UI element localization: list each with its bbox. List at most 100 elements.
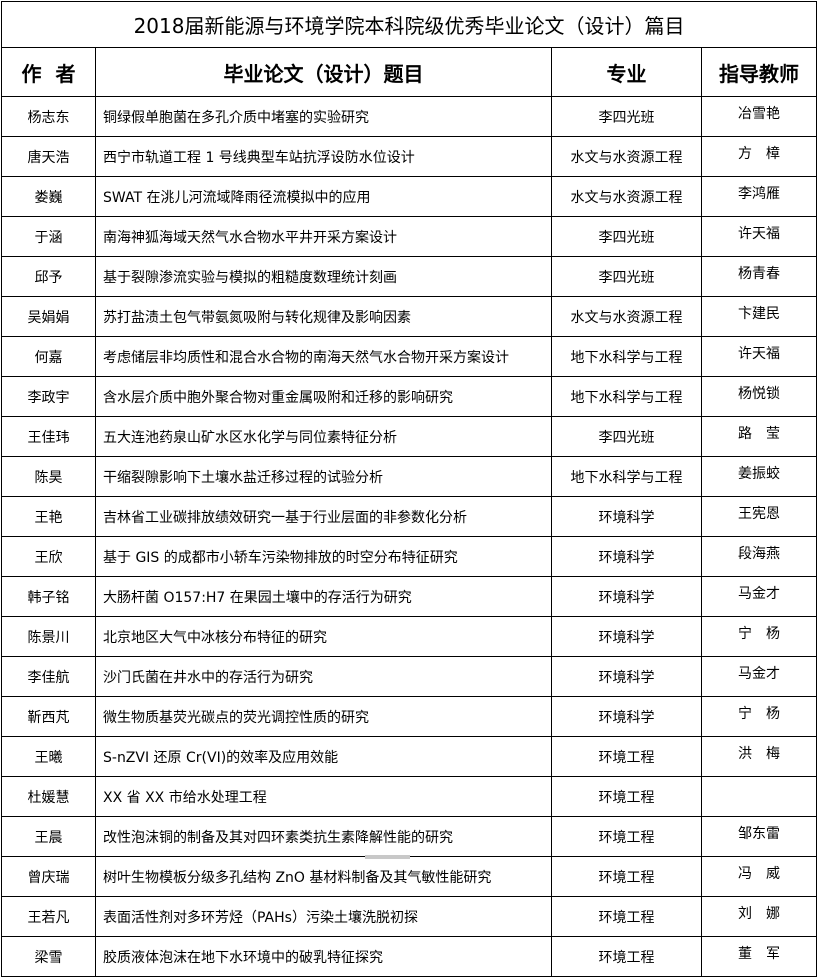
major-cell: 环境科学 <box>551 696 702 737</box>
author-cell: 陈昊 <box>1 456 96 497</box>
major-cell: 李四光班 <box>551 96 702 137</box>
author-cell: 杨志东 <box>1 96 96 137</box>
thesis-cell: 微生物质基荧光碳点的荧光调控性质的研究 <box>95 696 552 737</box>
major-cell: 环境工程 <box>551 936 702 977</box>
header-major: 专业 <box>551 47 702 97</box>
major-cell: 环境工程 <box>551 816 702 857</box>
author-cell: 王佳玮 <box>1 416 96 457</box>
table-row: 王若凡 表面活性剂对多环芳烃（PAHs）污染土壤洗脱初探 环境工程刘 娜 <box>1 896 817 937</box>
thesis-cell: 基于 GIS 的成都市小轿车污染物排放的时空分布特征研究 <box>95 536 552 577</box>
table-row: 杨志东 铜绿假单胞菌在多孔介质中堵塞的实验研究 李四光班 冶雪艳 <box>1 96 817 137</box>
table-row: 李佳航 沙门氏菌在井水中的存活行为研究 环境科学 马金才 <box>1 656 817 697</box>
thesis-cell: 改性泡沫铜的制备及其对四环素类抗生素降解性能的研究 <box>95 816 552 857</box>
advisor-cell: 宁 杨 <box>700 696 817 737</box>
document-title: 2018届新能源与环境学院本科院级优秀毕业论文（设计）篇目 <box>0 1 817 48</box>
thesis-cell: 干缩裂隙影响下土壤水盐迁移过程的试验分析 <box>95 456 552 497</box>
header-thesis: 毕业论文（设计）题目 <box>95 47 552 97</box>
header-author: 作 者 <box>1 47 96 97</box>
advisor-cell: 刘 娜 <box>700 896 817 937</box>
table-row: 韩子铭 大肠杆菌 O157:H7 在果园土壤中的存活行为研究 环境科学 马金才 <box>1 576 817 617</box>
thesis-cell: S-nZVI 还原 Cr(VI)的效率及应用效能 <box>95 736 552 777</box>
advisor-cell: 董 军 <box>700 936 817 977</box>
major-cell: 环境工程 <box>551 776 702 817</box>
table-row: 王欣 基于 GIS 的成都市小轿车污染物排放的时空分布特征研究 环境科学 段海燕 <box>1 536 817 577</box>
author-cell: 梁雪 <box>1 936 96 977</box>
scrollbar-thumb[interactable] <box>365 855 410 859</box>
author-cell: 娄巍 <box>1 176 96 217</box>
advisor-cell: 许天福 <box>700 216 817 257</box>
table-row: 陈景川 北京地区大气中冰核分布特征的研究 环境科学宁 杨 <box>1 616 817 657</box>
author-cell: 王欣 <box>1 536 96 577</box>
table-row: 邱予 基于裂隙渗流实验与模拟的粗糙度数理统计刻画 李四光班 杨青春 <box>1 256 817 297</box>
table-row: 杜媛慧 XX 省 XX 市给水处理工程 环境工程 <box>1 776 817 817</box>
table-row: 王晨 改性泡沫铜的制备及其对四环素类抗生素降解性能的研究 环境工程 邹东雷 <box>1 816 817 857</box>
thesis-cell: 五大连池药泉山矿水区水化学与同位素特征分析 <box>95 416 552 457</box>
major-cell: 环境工程 <box>551 896 702 937</box>
major-cell: 环境科学 <box>551 656 702 697</box>
author-cell: 韩子铭 <box>1 576 96 617</box>
advisor-cell: 卞建民 <box>700 296 817 337</box>
major-cell: 环境科学 <box>551 616 702 657</box>
table-row: 梁雪 胶质液体泡沫在地下水环境中的破乳特征探究 环境工程董 军 <box>1 936 817 977</box>
advisor-cell: 马金才 <box>700 656 817 697</box>
thesis-cell: 沙门氏菌在井水中的存活行为研究 <box>95 656 552 697</box>
table-row: 于涵 南海神狐海域天然气水合物水平井开采方案设计 李四光班 许天福 <box>1 216 817 257</box>
table-row: 王佳玮 五大连池药泉山矿水区水化学与同位素特征分析 李四光班路 莹 <box>1 416 817 457</box>
major-cell: 环境工程 <box>551 736 702 777</box>
thesis-cell: SWAT 在洮儿河流域降雨径流模拟中的应用 <box>95 176 552 217</box>
advisor-cell: 许天福 <box>700 336 817 377</box>
thesis-cell: 苏打盐渍土包气带氨氮吸附与转化规律及影响因素 <box>95 296 552 337</box>
major-cell: 李四光班 <box>551 256 702 297</box>
table-row: 王艳 吉林省工业碳排放绩效研究一基于行业层面的非参数化分析 环境科学 王宪恩 <box>1 496 817 537</box>
advisor-cell: 冯 威 <box>700 856 817 897</box>
major-cell: 李四光班 <box>551 216 702 257</box>
thesis-cell: 大肠杆菌 O157:H7 在果园土壤中的存活行为研究 <box>95 576 552 617</box>
major-cell: 地下水科学与工程 <box>551 336 702 377</box>
author-cell: 王若凡 <box>1 896 96 937</box>
advisor-cell: 姜振蛟 <box>700 456 817 497</box>
advisor-cell: 杨悦锁 <box>700 376 817 417</box>
advisor-cell: 李鸿雁 <box>700 176 817 217</box>
advisor-cell: 冶雪艳 <box>700 96 817 137</box>
table-row: 娄巍 SWAT 在洮儿河流域降雨径流模拟中的应用 水文与水资源工程 李鸿雁 <box>1 176 817 217</box>
thesis-cell: 考虑储层非均质性和混合水合物的南海天然气水合物开采方案设计 <box>95 336 552 377</box>
advisor-cell: 方 樟 <box>700 136 817 177</box>
table-row: 唐天浩 西宁市轨道工程 1 号线典型车站抗浮设防水位设计 水文与水资源工程方 樟 <box>1 136 817 177</box>
author-cell: 何嘉 <box>1 336 96 377</box>
author-cell: 曾庆瑞 <box>1 856 96 897</box>
thesis-cell: XX 省 XX 市给水处理工程 <box>95 776 552 817</box>
thesis-cell: 西宁市轨道工程 1 号线典型车站抗浮设防水位设计 <box>95 136 552 177</box>
advisor-cell: 洪 梅 <box>700 736 817 777</box>
author-cell: 王艳 <box>1 496 96 537</box>
table-row: 何嘉 考虑储层非均质性和混合水合物的南海天然气水合物开采方案设计 地下水科学与工程许… <box>1 336 817 377</box>
table-row: 靳西芃 微生物质基荧光碳点的荧光调控性质的研究 环境科学宁 杨 <box>1 696 817 737</box>
thesis-cell: 胶质液体泡沫在地下水环境中的破乳特征探究 <box>95 936 552 977</box>
author-cell: 陈景川 <box>1 616 96 657</box>
advisor-cell: 杨青春 <box>700 256 817 297</box>
table-row: 吴娟娟 苏打盐渍土包气带氨氮吸附与转化规律及影响因素 水文与水资源工程 卞建民 <box>1 296 817 337</box>
thesis-cell: 表面活性剂对多环芳烃（PAHs）污染土壤洗脱初探 <box>95 896 552 937</box>
author-cell: 唐天浩 <box>1 136 96 177</box>
thesis-cell: 吉林省工业碳排放绩效研究一基于行业层面的非参数化分析 <box>95 496 552 537</box>
author-cell: 于涵 <box>1 216 96 257</box>
major-cell: 水文与水资源工程 <box>551 136 702 177</box>
thesis-cell: 基于裂隙渗流实验与模拟的粗糙度数理统计刻画 <box>95 256 552 297</box>
major-cell: 水文与水资源工程 <box>551 176 702 217</box>
major-cell: 李四光班 <box>551 416 702 457</box>
advisor-cell: 王宪恩 <box>700 496 817 537</box>
thesis-cell: 含水层介质中胞外聚合物对重金属吸附和迁移的影响研究 <box>95 376 552 417</box>
advisor-cell: 宁 杨 <box>700 616 817 657</box>
author-cell: 杜媛慧 <box>1 776 96 817</box>
header-advisor: 指导教师 <box>700 47 817 97</box>
table-row: 曾庆瑞 树叶生物模板分级多孔结构 ZnO 基材料制备及其气敏性能研究 环境工程冯 威 <box>1 856 817 897</box>
author-cell: 邱予 <box>1 256 96 297</box>
major-cell: 环境科学 <box>551 496 702 537</box>
table-row: 陈昊 干缩裂隙影响下土壤水盐迁移过程的试验分析 地下水科学与工程 姜振蛟 <box>1 456 817 497</box>
major-cell: 环境科学 <box>551 576 702 617</box>
thesis-cell: 北京地区大气中冰核分布特征的研究 <box>95 616 552 657</box>
table-row: 李政宇 含水层介质中胞外聚合物对重金属吸附和迁移的影响研究 地下水科学与工程 杨悦锁 <box>1 376 817 417</box>
author-cell: 靳西芃 <box>1 696 96 737</box>
major-cell: 环境工程 <box>551 856 702 897</box>
table-row: 王曦 S-nZVI 还原 Cr(VI)的效率及应用效能 环境工程洪 梅 <box>1 736 817 777</box>
